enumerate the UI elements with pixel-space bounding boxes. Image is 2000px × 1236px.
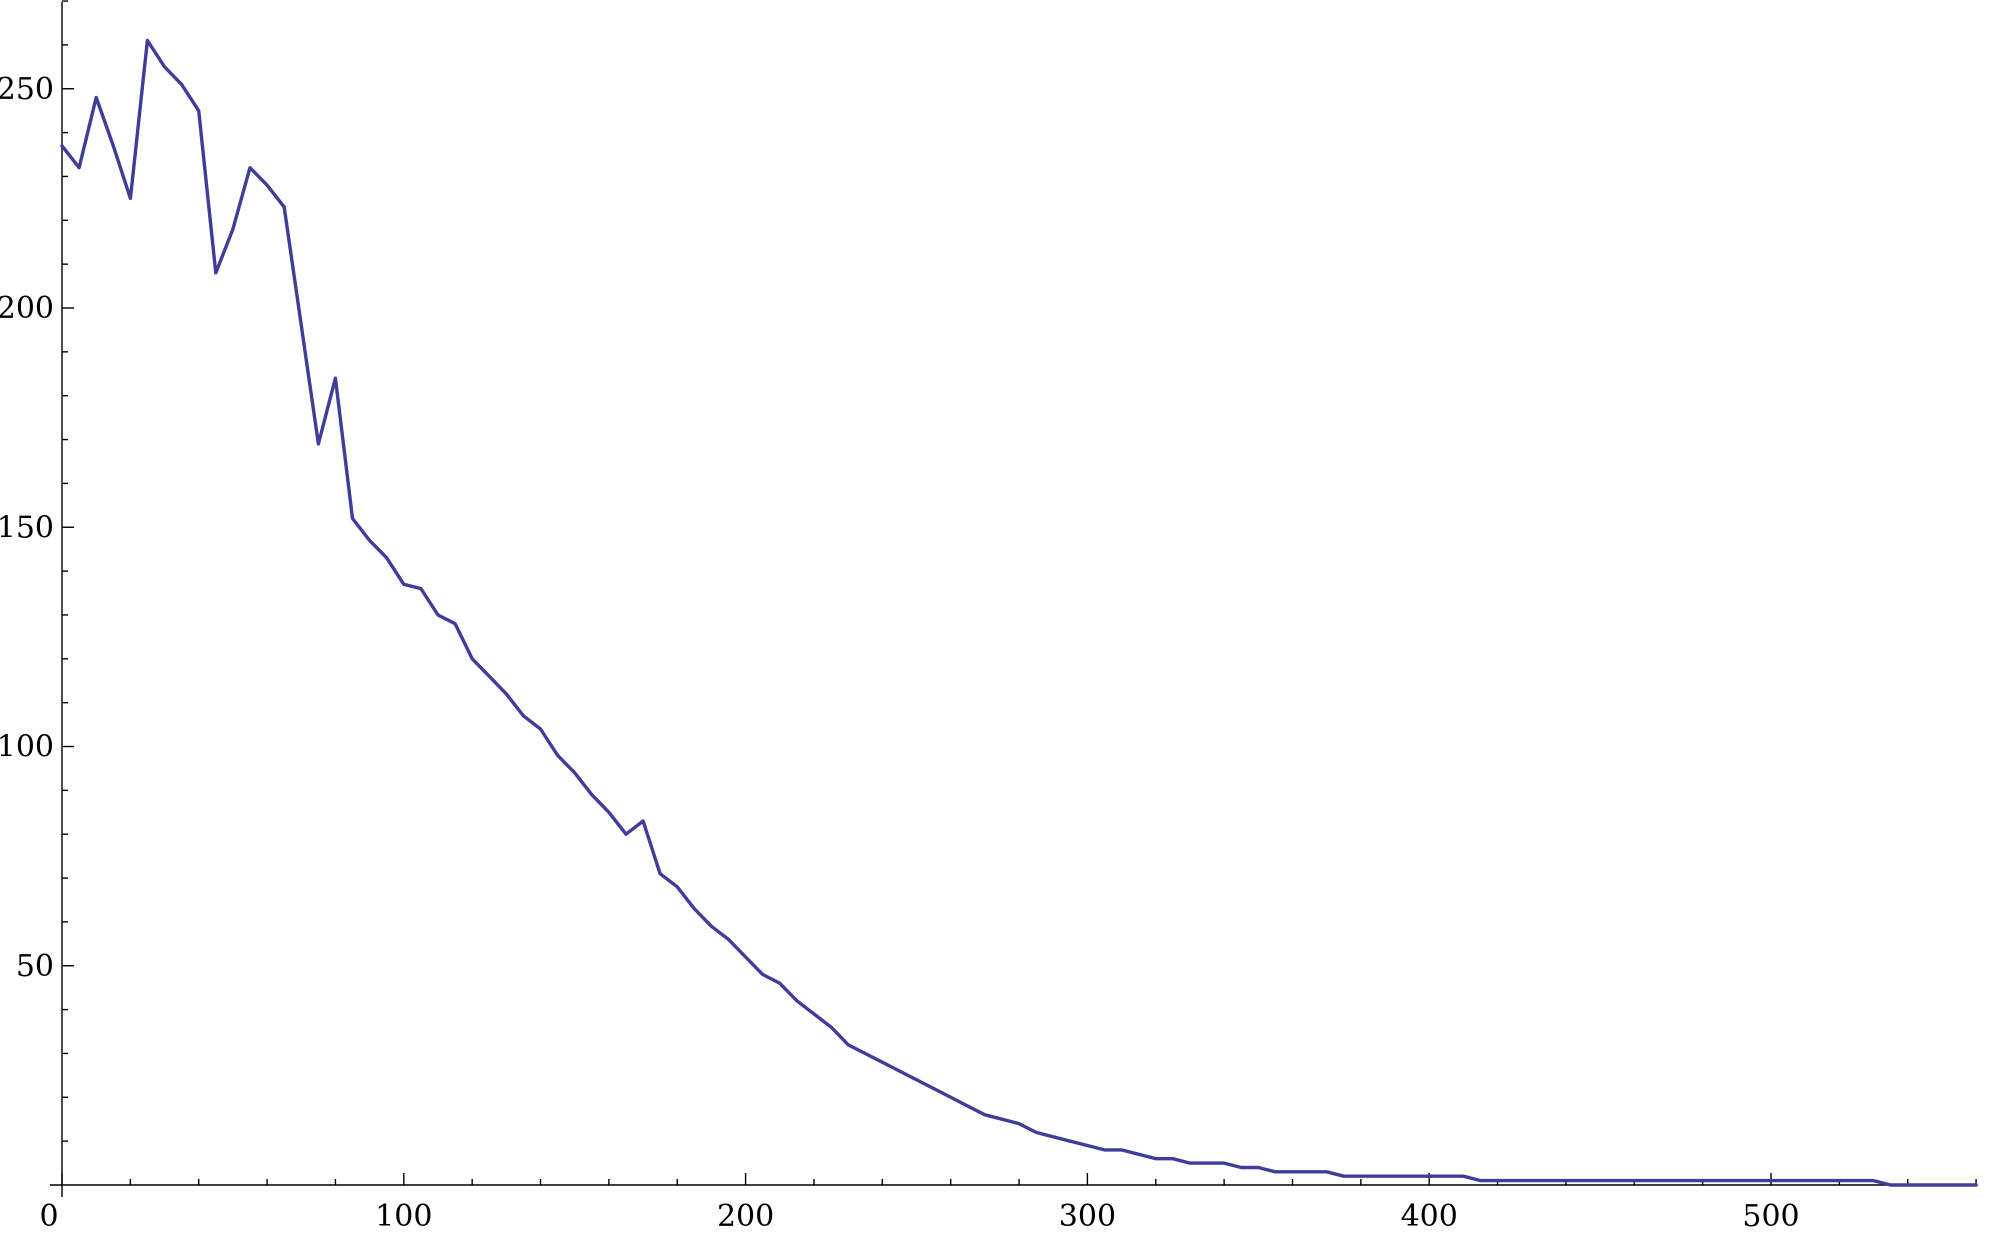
x-tick-label: 200: [717, 1199, 774, 1234]
y-tick-label: 50: [16, 949, 54, 984]
axes: [50, 2, 1964, 1197]
x-tick-label: 400: [1401, 1199, 1458, 1234]
x-tick-label: 100: [375, 1199, 432, 1234]
x-tick-label: 300: [1059, 1199, 1116, 1234]
tick-marks: [61, 0, 1977, 1185]
y-tick-label: 150: [0, 510, 54, 545]
series-layer: [60, 38, 1978, 1187]
x-tick-label: 500: [1742, 1199, 1799, 1234]
y-tick-label: 250: [0, 72, 54, 107]
y-tick-label: 100: [0, 730, 54, 765]
tick-labels: 0 100 200 300 400 500 50 100 150 200 250: [0, 72, 1800, 1234]
y-tick-label: 200: [0, 291, 54, 326]
series-line: [60, 38, 1978, 1187]
x-tick-label: 0: [39, 1199, 58, 1234]
